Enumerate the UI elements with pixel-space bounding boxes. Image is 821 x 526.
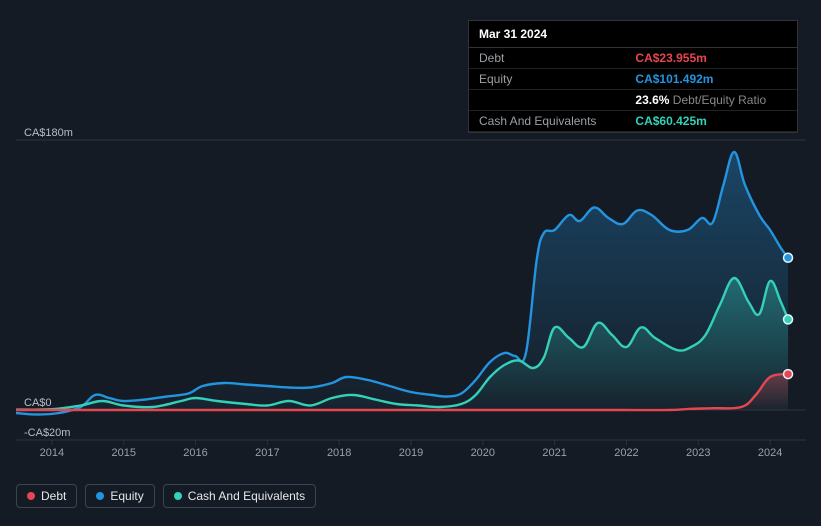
cash-end-marker [784,315,793,324]
legend-swatch [27,492,35,500]
equity-end-marker [784,253,793,262]
x-axis-label: 2019 [399,447,423,459]
tooltip-date: Mar 31 2024 [469,21,797,48]
legend-item-cash[interactable]: Cash And Equivalents [163,484,316,508]
tooltip-row: EquityCA$101.492m [469,69,797,90]
x-axis-label: 2015 [111,447,135,459]
x-axis-label: 2024 [758,447,782,459]
y-axis-label: -CA$20m [24,427,70,439]
legend-label: Debt [41,489,66,503]
tooltip-row: Cash And EquivalentsCA$60.425m [469,111,797,132]
legend-item-debt[interactable]: Debt [16,484,77,508]
y-axis-label: CA$180m [24,127,73,139]
tooltip-value: CA$23.955m [625,48,797,69]
tooltip-value: CA$60.425m [625,111,797,132]
legend-swatch [174,492,182,500]
x-axis-label: 2017 [255,447,279,459]
tooltip-ratio-value: 23.6% [635,93,669,107]
tooltip-key: Cash And Equivalents [469,111,625,132]
x-axis-label: 2022 [614,447,638,459]
financial-chart: CA$180m CA$0 -CA$20m 2014 2015 2016 2017 2018 20… [0,0,821,526]
x-axis-label: 2014 [40,447,64,459]
x-axis-label: 2016 [183,447,207,459]
x-axis-label: 2021 [542,447,566,459]
debt-end-marker [784,370,793,379]
tooltip-key: Equity [469,69,625,90]
x-axis-label: 2023 [686,447,710,459]
legend-label: Cash And Equivalents [188,489,305,503]
x-axis-label: 2018 [327,447,351,459]
tooltip-row: DebtCA$23.955m [469,48,797,69]
tooltip-value: CA$101.492m [625,69,797,90]
data-tooltip: Mar 31 2024 DebtCA$23.955mEquityCA$101.4… [468,20,798,133]
x-axis-label: 2020 [471,447,495,459]
tooltip-key: Debt [469,48,625,69]
legend-item-equity[interactable]: Equity [85,484,154,508]
tooltip-ratio-label: Debt/Equity Ratio [669,93,766,107]
legend-label: Equity [110,489,143,503]
tooltip-row: 23.6% Debt/Equity Ratio [469,90,797,111]
chart-legend: Debt Equity Cash And Equivalents [16,484,316,508]
y-axis-label: CA$0 [24,397,52,409]
legend-swatch [96,492,104,500]
